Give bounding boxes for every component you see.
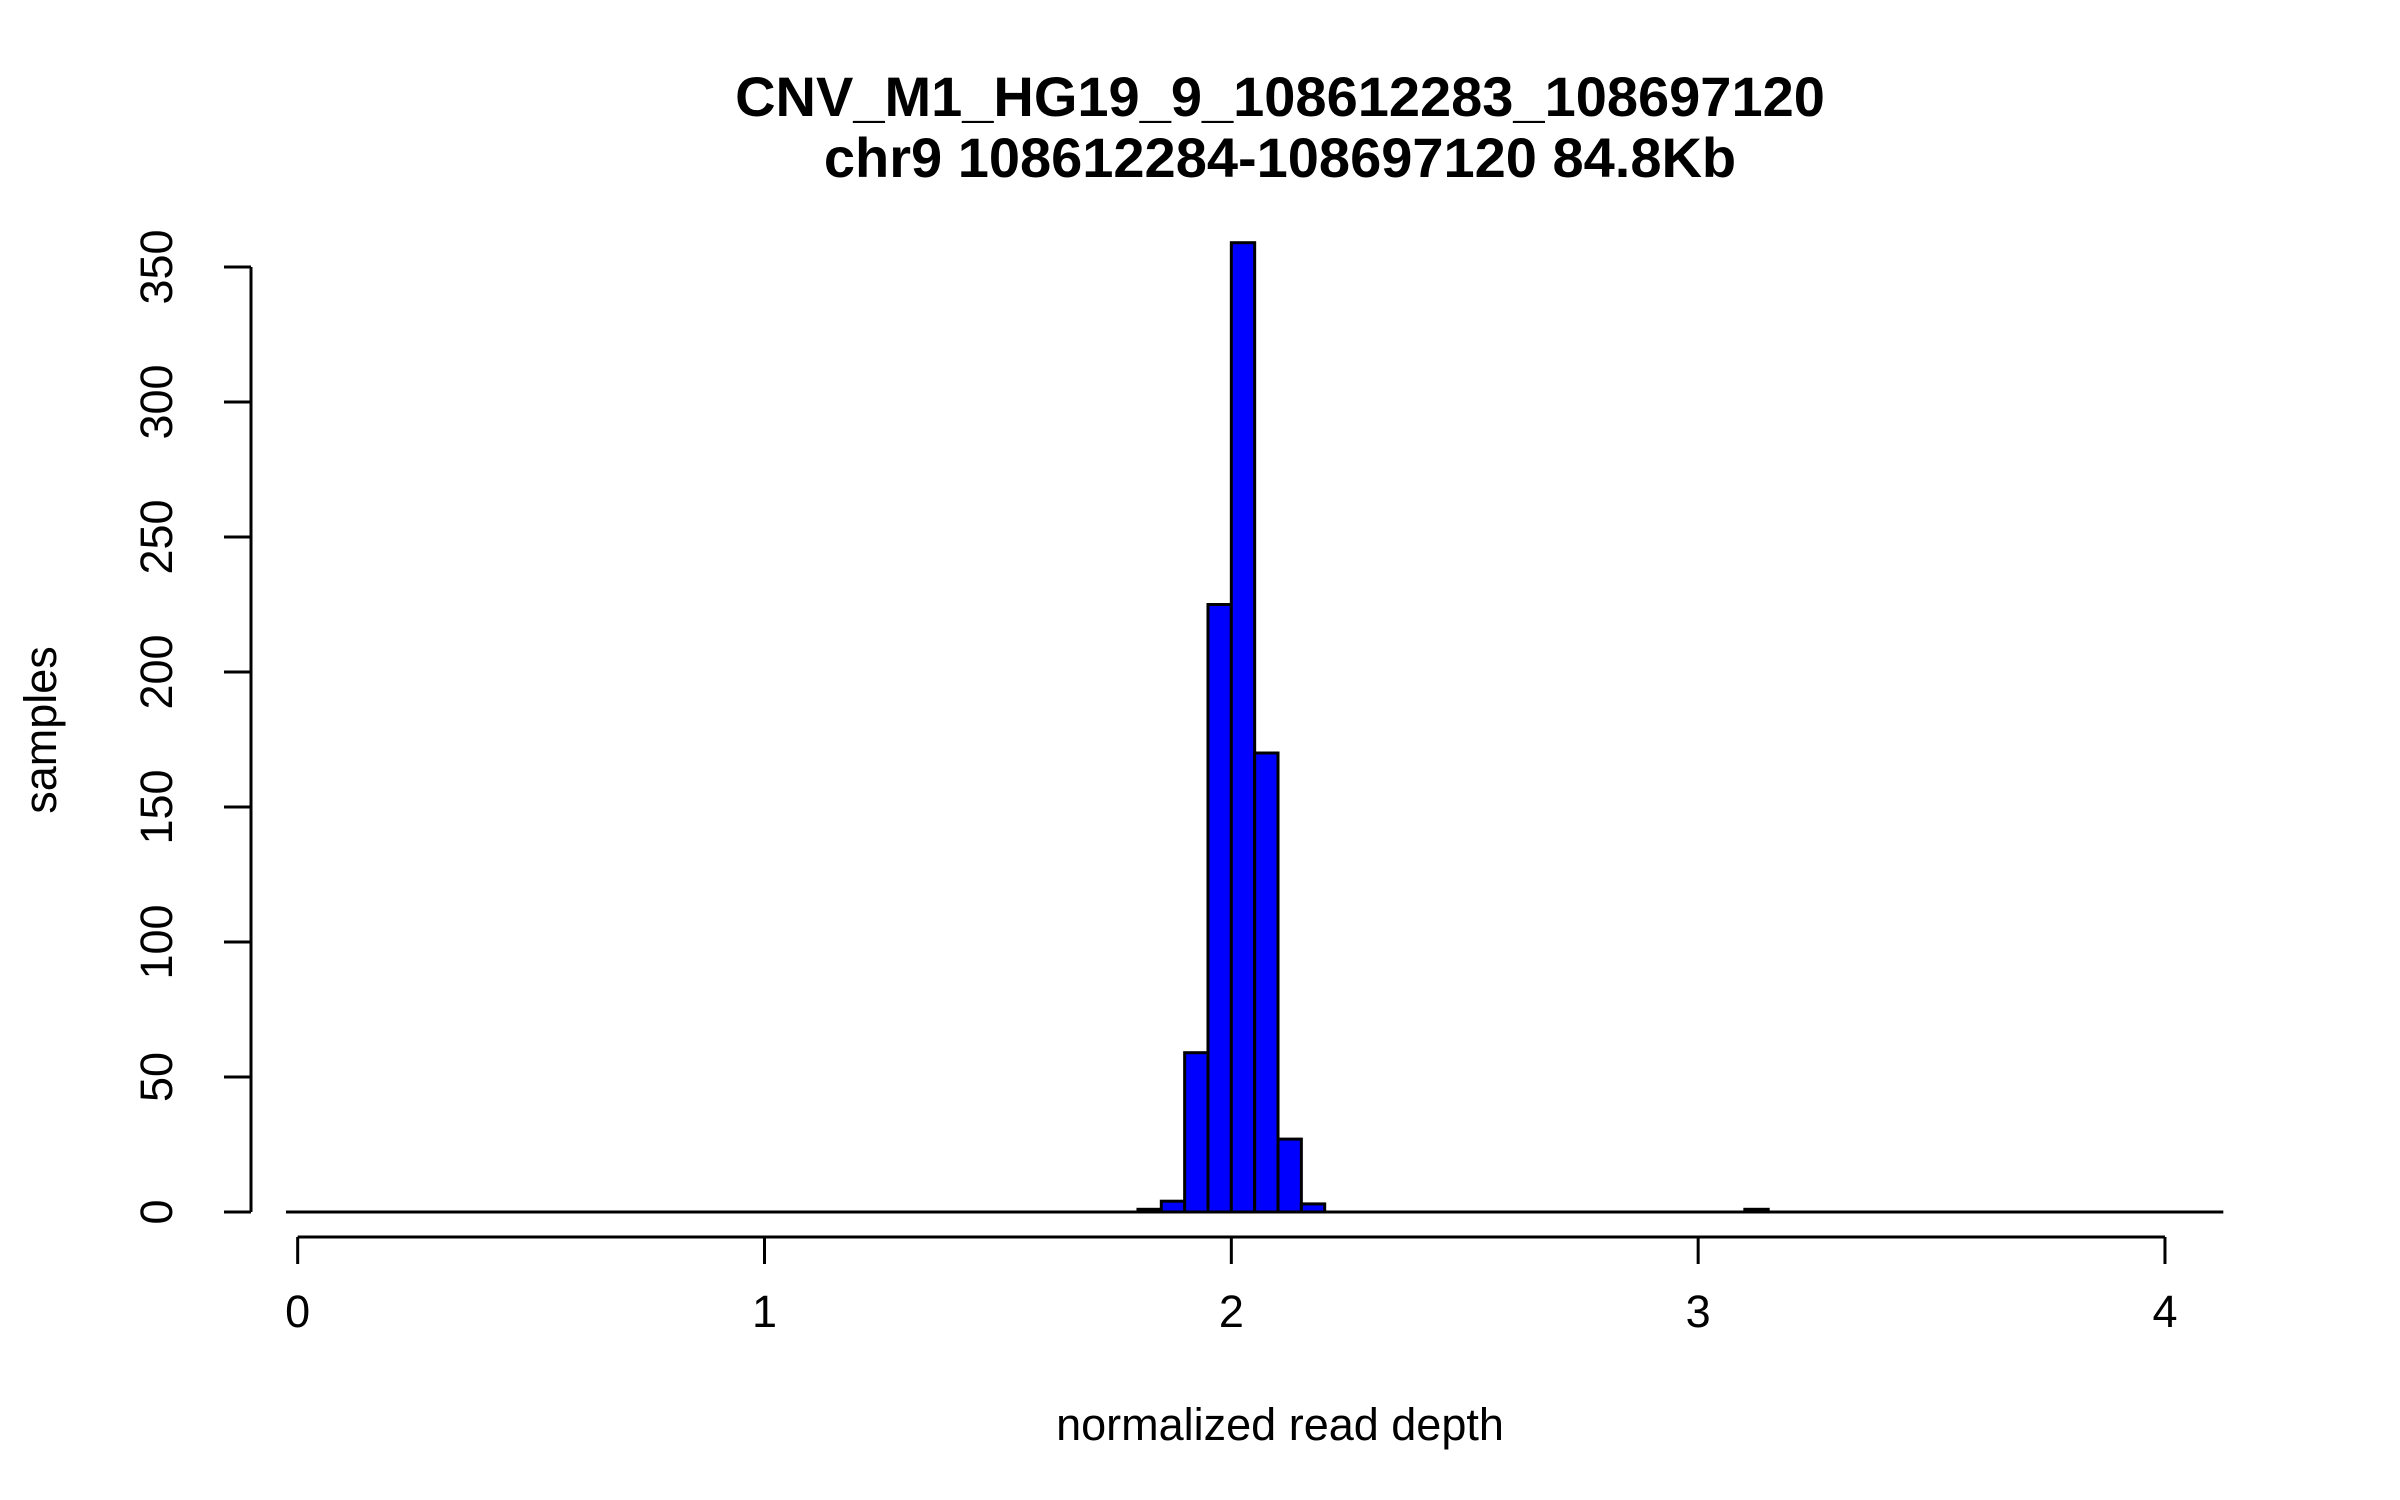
y-tick-label: 250 <box>131 499 182 574</box>
y-tick-label: 150 <box>131 769 182 844</box>
x-tick-label: 1 <box>752 1286 777 1337</box>
histogram-bar <box>1229 241 1257 1214</box>
histogram-bar <box>1253 751 1280 1214</box>
chart-title: CNV_M1_HG19_9_108612283_108697120 <box>735 65 1825 128</box>
histogram-bar <box>1183 1051 1210 1214</box>
histogram-bars <box>1136 241 1770 1214</box>
histogram-bar <box>1206 603 1233 1214</box>
y-axis-label: samples <box>15 646 66 814</box>
y-tick-label: 350 <box>131 229 182 304</box>
y-tick-label: 0 <box>131 1199 182 1224</box>
histogram-bar <box>1276 1137 1303 1214</box>
x-tick-label: 2 <box>1219 1286 1244 1337</box>
y-tick-label: 50 <box>131 1052 182 1102</box>
x-tick-label: 0 <box>285 1286 310 1337</box>
chart-subtitle: chr9 108612284-108697120 84.8Kb <box>824 126 1736 189</box>
y-tick-label: 100 <box>131 904 182 979</box>
y-axis: 0 50 100 150 200 250 300 350 <box>131 229 253 1225</box>
x-axis-label: normalized read depth <box>1056 1399 1504 1450</box>
histogram-bar <box>1159 1199 1187 1214</box>
y-tick-label: 200 <box>131 634 182 709</box>
x-tick-label: 3 <box>1686 1286 1711 1337</box>
y-tick-label: 300 <box>131 364 182 439</box>
x-axis: 0 1 2 3 4 <box>285 1235 2177 1337</box>
x-tick-label: 4 <box>2152 1286 2177 1337</box>
